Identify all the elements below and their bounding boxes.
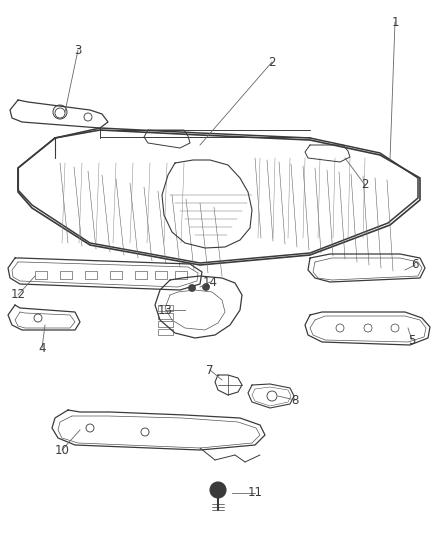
Circle shape <box>210 482 226 498</box>
Bar <box>175 271 187 279</box>
Text: 10: 10 <box>55 443 70 456</box>
Text: 4: 4 <box>38 342 46 354</box>
Bar <box>158 313 173 319</box>
Bar <box>158 305 173 311</box>
Text: 11: 11 <box>247 487 262 499</box>
Text: 2: 2 <box>361 179 369 191</box>
Text: 6: 6 <box>411 259 419 271</box>
Circle shape <box>188 285 195 292</box>
Bar <box>35 271 47 279</box>
Text: 14: 14 <box>202 276 218 288</box>
Text: 3: 3 <box>74 44 82 56</box>
Text: 1: 1 <box>391 15 399 28</box>
Text: 8: 8 <box>291 393 299 407</box>
Bar <box>158 329 173 335</box>
Text: 2: 2 <box>268 55 276 69</box>
Bar <box>60 271 72 279</box>
Text: 12: 12 <box>11 288 25 302</box>
Text: 5: 5 <box>408 334 416 346</box>
Bar <box>135 271 147 279</box>
Text: 13: 13 <box>158 303 173 317</box>
Bar <box>85 271 97 279</box>
Text: 7: 7 <box>206 364 214 376</box>
Bar <box>158 321 173 327</box>
Circle shape <box>202 284 209 290</box>
Bar <box>155 271 167 279</box>
Bar <box>110 271 122 279</box>
